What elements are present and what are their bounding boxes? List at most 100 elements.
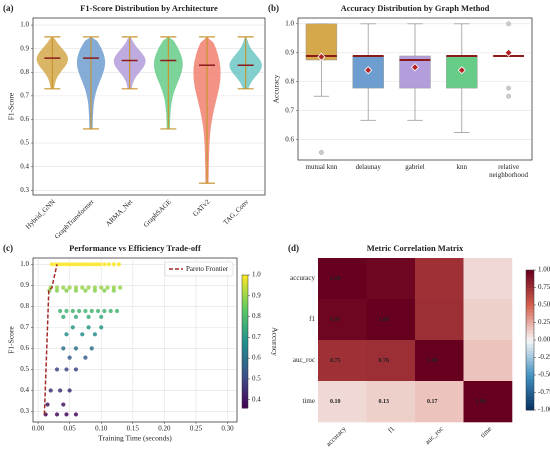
colorbar-tick-label: 0.75 bbox=[538, 283, 550, 291]
y-tick-label: 0.9 bbox=[20, 44, 29, 52]
heatmap-cell bbox=[415, 381, 464, 423]
x-tick-label: GraphSAGE bbox=[142, 198, 173, 229]
colorbar-step bbox=[526, 361, 534, 365]
heatmap-cell bbox=[415, 258, 464, 300]
point bbox=[85, 262, 90, 267]
point bbox=[116, 262, 121, 267]
point bbox=[102, 288, 107, 293]
outlier bbox=[318, 150, 324, 155]
point bbox=[83, 355, 88, 360]
colorbar-step bbox=[242, 354, 248, 359]
y-tick-label: 0.4 bbox=[20, 386, 29, 394]
point bbox=[111, 285, 116, 290]
legend-label: Pareto Frontier bbox=[186, 265, 229, 273]
x-tick-label: GATv2 bbox=[191, 198, 212, 219]
point bbox=[83, 288, 88, 293]
point bbox=[72, 262, 77, 267]
colorbar-step bbox=[242, 324, 248, 329]
point bbox=[66, 262, 71, 267]
colorbar-label: Accuracy bbox=[270, 327, 279, 356]
colorbar-step bbox=[242, 381, 248, 386]
point bbox=[56, 262, 61, 267]
point bbox=[82, 262, 87, 267]
plot-area bbox=[32, 257, 238, 423]
point bbox=[54, 412, 60, 417]
point bbox=[64, 367, 69, 372]
point bbox=[54, 367, 60, 372]
colorbar-step bbox=[526, 301, 534, 306]
cell-label: 1.00 bbox=[379, 317, 390, 323]
point bbox=[63, 262, 68, 267]
colorbar-tick-label: 0.6 bbox=[252, 354, 261, 362]
y-tick-label: 1.0 bbox=[285, 19, 294, 27]
colorbar-step bbox=[526, 385, 534, 390]
colorbar-tick-label: 1.0 bbox=[252, 271, 261, 279]
heatmap-cell bbox=[366, 340, 416, 382]
colorbar-step bbox=[242, 368, 248, 372]
colorbar-tick-label: 0.5 bbox=[252, 375, 261, 383]
point bbox=[61, 402, 66, 407]
y-tick-label: 0.5 bbox=[20, 139, 29, 147]
y-tick-label: time bbox=[303, 397, 315, 405]
y-axis-label: Accuracy bbox=[272, 74, 281, 103]
colorbar-step bbox=[242, 275, 248, 279]
plot-area bbox=[32, 17, 266, 196]
point bbox=[58, 308, 63, 314]
colorbar-step bbox=[526, 392, 534, 397]
x-tick-label: 0.30 bbox=[221, 425, 234, 433]
x-tick-label: gabriel bbox=[405, 163, 425, 171]
point bbox=[89, 308, 94, 314]
colorbar-frame bbox=[241, 274, 249, 409]
colorbar-step bbox=[526, 319, 534, 323]
y-tick-label: 1.0 bbox=[20, 260, 29, 268]
y-tick-label: 0.8 bbox=[20, 68, 29, 76]
pareto-line bbox=[43, 264, 58, 415]
colorbar-step bbox=[526, 298, 534, 302]
colorbar-step bbox=[526, 378, 534, 383]
colorbar-step bbox=[526, 287, 534, 292]
x-tick-label: mutual knn bbox=[305, 163, 338, 171]
heatmap-cell bbox=[366, 381, 416, 423]
x-tick-label: 0.25 bbox=[190, 425, 203, 433]
y-tick-label: 0.8 bbox=[20, 302, 29, 310]
point bbox=[80, 285, 85, 290]
heatmap-cell bbox=[318, 258, 367, 300]
colorbar-step bbox=[242, 304, 248, 309]
y-tick-label: 0.7 bbox=[20, 91, 29, 99]
point bbox=[73, 288, 79, 293]
colorbar-step bbox=[526, 333, 534, 337]
colorbar-step bbox=[242, 301, 248, 306]
colorbar-step bbox=[242, 384, 248, 389]
colorbar-tick-label: 0.25 bbox=[538, 318, 550, 326]
colorbar-tick-label: 1.00 bbox=[538, 266, 550, 274]
heatmap-cell bbox=[366, 258, 416, 300]
colorbar-step bbox=[526, 382, 534, 386]
y-tick-label: accuracy bbox=[290, 274, 315, 282]
colorbar-step bbox=[526, 312, 534, 316]
colorbar-step bbox=[242, 394, 248, 399]
colorbar-step bbox=[242, 401, 248, 406]
colorbar-step bbox=[242, 371, 248, 376]
y-tick-label: 0.9 bbox=[20, 281, 29, 289]
panel-title: Accuracy Distribution by Graph Method bbox=[341, 3, 490, 13]
x-tick-label: 0.05 bbox=[64, 425, 77, 433]
colorbar-step bbox=[526, 270, 534, 274]
y-tick-label: 1.0 bbox=[20, 21, 29, 29]
colorbar-step bbox=[242, 281, 248, 286]
colorbar-step bbox=[526, 305, 534, 309]
x-tick-label: 0.15 bbox=[127, 425, 140, 433]
x-tick-label: 0.20 bbox=[158, 425, 171, 433]
cell-label: 0.76 bbox=[379, 358, 390, 364]
colorbar-step bbox=[526, 329, 534, 334]
colorbar-step bbox=[526, 277, 534, 281]
panel-letter: (c) bbox=[3, 243, 13, 253]
x-tick-label: Hybrid_GNN bbox=[24, 198, 57, 231]
x-tick-label: knn bbox=[456, 163, 468, 171]
y-tick-label: 0.6 bbox=[20, 344, 29, 352]
mean-marker bbox=[317, 52, 326, 61]
colorbar-step bbox=[526, 396, 534, 400]
point bbox=[64, 288, 69, 293]
point bbox=[92, 285, 97, 290]
cell-label: 0.17 bbox=[427, 399, 438, 405]
y-tick-label: 0.3 bbox=[20, 407, 29, 415]
